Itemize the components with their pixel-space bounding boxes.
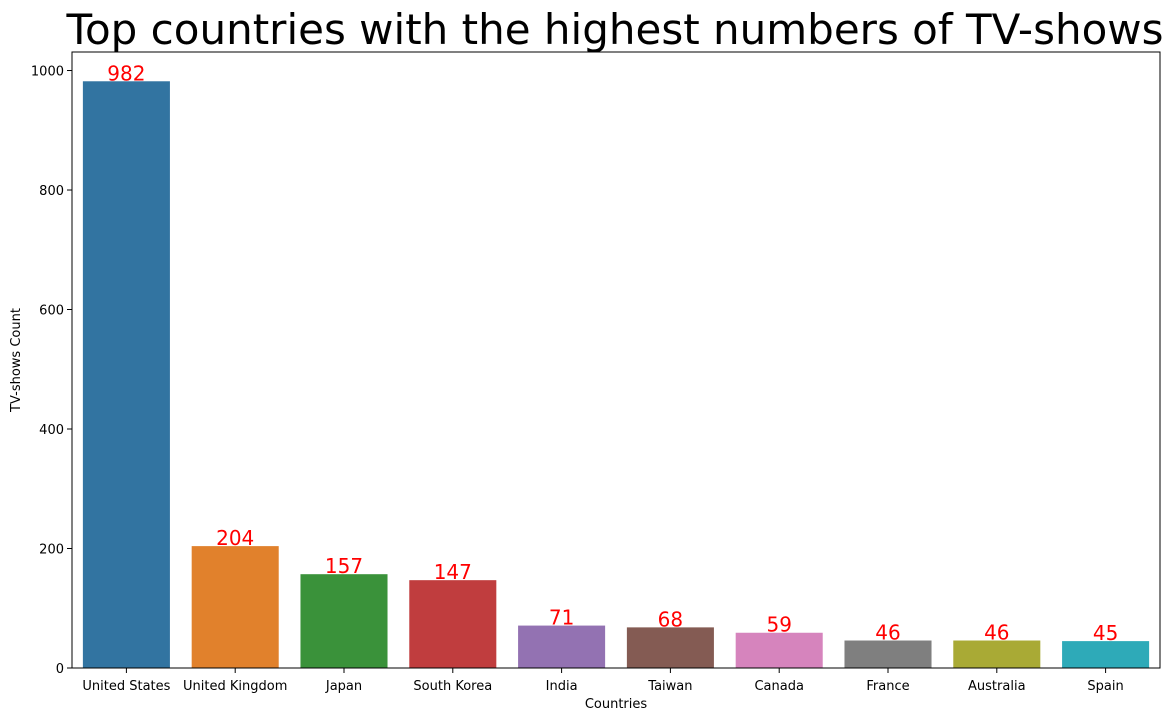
bar: [1062, 641, 1150, 668]
y-tick-label: 800: [39, 184, 64, 199]
y-tick-label: 400: [39, 423, 64, 438]
data-label: 157: [325, 554, 363, 578]
data-label: 46: [984, 621, 1009, 645]
data-label: 45: [1093, 621, 1118, 645]
chart-title: Top countries with the highest numbers o…: [65, 5, 1163, 54]
x-tick-label: Canada: [754, 679, 803, 694]
bar: [82, 81, 170, 668]
bar: [409, 580, 497, 668]
bar: [191, 546, 279, 668]
y-tick-label: 200: [39, 543, 64, 558]
data-labels-group: 982 204 157 147 71 68 59 46 46 45: [107, 61, 1118, 645]
x-tick-label: Australia: [968, 679, 1026, 694]
y-axis-label: TV-shows Count: [9, 308, 24, 413]
y-tick-label: 1000: [31, 65, 64, 80]
x-tick-label: India: [546, 679, 578, 694]
x-axis: United States United Kingdom Japan South Ko…: [82, 668, 1124, 694]
data-label: 46: [875, 621, 900, 645]
data-label: 982: [107, 61, 145, 85]
data-label: 71: [549, 606, 574, 630]
data-label: 59: [766, 613, 791, 637]
x-tick-label: Japan: [325, 679, 362, 694]
data-label: 147: [434, 560, 472, 584]
bars-group: [82, 81, 1150, 668]
bar: [626, 627, 714, 668]
y-tick-label: 600: [39, 304, 64, 319]
data-label: 68: [658, 607, 683, 631]
y-axis: 0 200 400 600 800 1000: [31, 65, 72, 677]
x-tick-label: South Korea: [413, 679, 492, 694]
bar: [953, 640, 1041, 668]
data-label: 204: [216, 526, 254, 550]
y-tick-label: 0: [56, 662, 64, 677]
x-tick-label: Spain: [1087, 679, 1123, 694]
x-axis-label: Countries: [585, 697, 648, 712]
x-tick-label: United States: [82, 679, 170, 694]
x-tick-label: United Kingdom: [183, 679, 287, 694]
x-tick-label: Taiwan: [647, 679, 692, 694]
plot-frame: [71, 51, 1161, 669]
bar: [735, 632, 823, 668]
bar: [844, 640, 932, 668]
bar: [300, 574, 388, 668]
bar: [518, 625, 606, 668]
x-tick-label: France: [866, 679, 909, 694]
